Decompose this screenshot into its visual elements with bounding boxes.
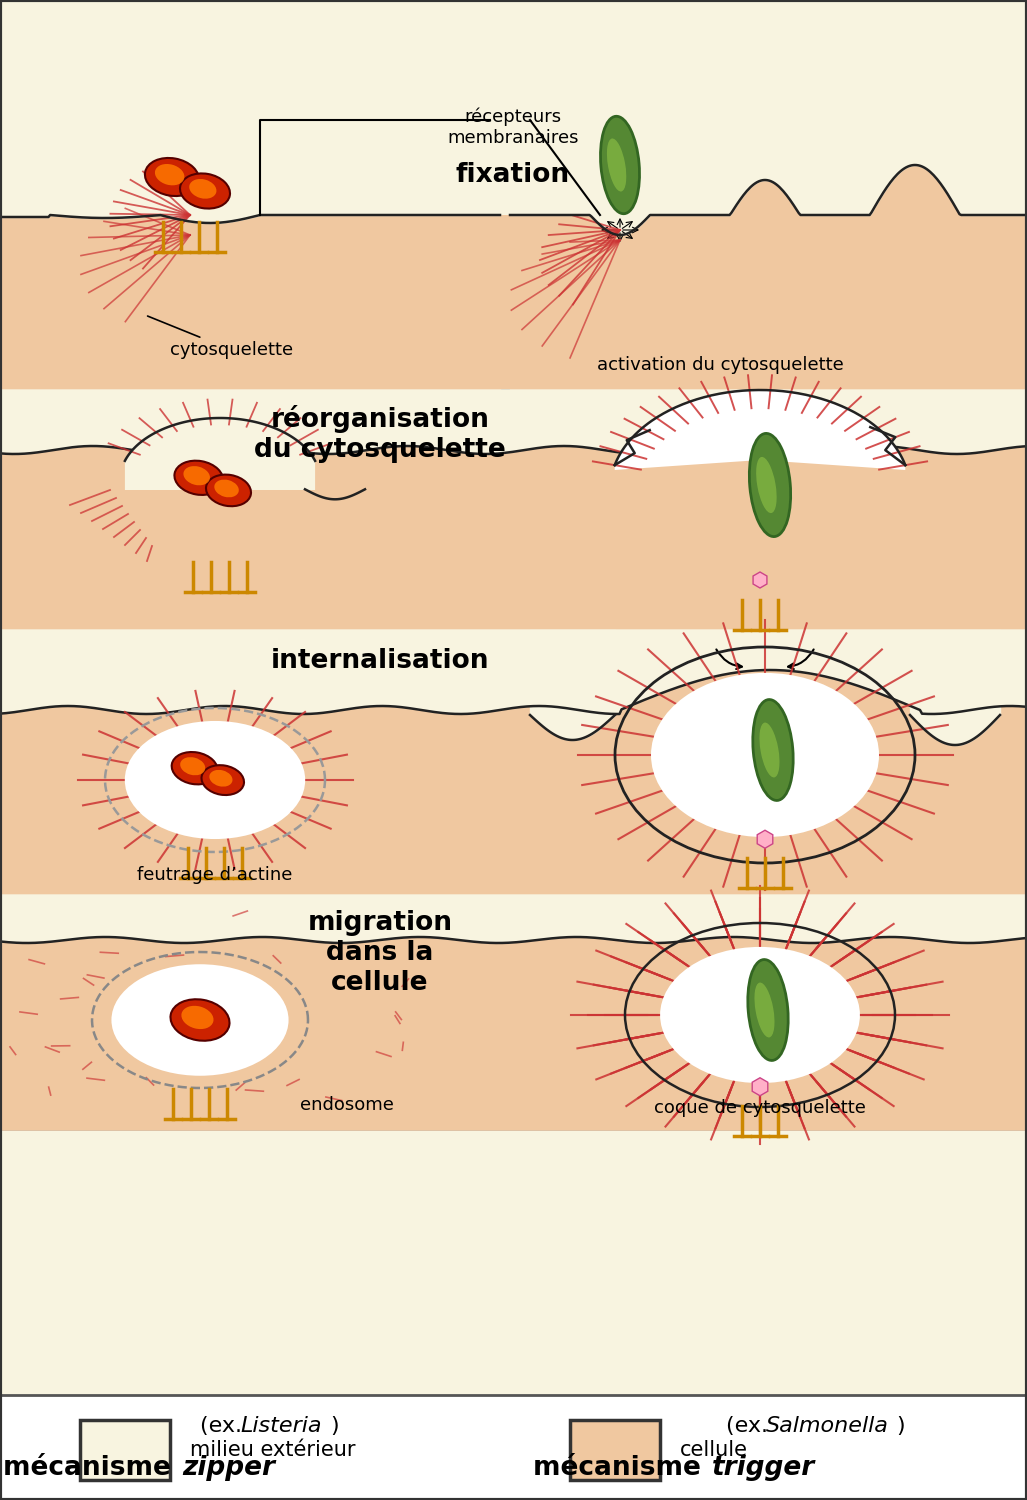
Bar	[0, 1395, 1027, 1500]
Ellipse shape	[184, 466, 210, 486]
Ellipse shape	[125, 722, 305, 839]
Text: Listeria: Listeria	[240, 1416, 321, 1436]
Bar	[0, 450, 1027, 630]
Text: internalisation: internalisation	[271, 648, 489, 674]
Text: coque de cytosquelette: coque de cytosquelette	[654, 1100, 866, 1118]
Text: zipper: zipper	[182, 1455, 275, 1480]
Text: cytosquelette: cytosquelette	[148, 316, 293, 358]
Ellipse shape	[748, 960, 788, 1060]
Ellipse shape	[607, 138, 626, 192]
Text: Salmonella: Salmonella	[766, 1416, 889, 1436]
Text: ): )	[896, 1416, 905, 1436]
Ellipse shape	[750, 433, 791, 537]
Bar	[80, 1420, 170, 1480]
Ellipse shape	[182, 1007, 214, 1029]
Ellipse shape	[172, 752, 218, 784]
Ellipse shape	[759, 723, 779, 777]
Ellipse shape	[180, 174, 230, 208]
Text: réorganisation
du cytosquelette: réorganisation du cytosquelette	[254, 405, 506, 464]
Ellipse shape	[601, 117, 640, 213]
Text: endosome: endosome	[300, 1096, 394, 1114]
Polygon shape	[125, 419, 315, 491]
Text: (ex.: (ex.	[200, 1416, 250, 1436]
Text: feutrage d’actine: feutrage d’actine	[138, 865, 293, 883]
Ellipse shape	[215, 480, 239, 498]
Ellipse shape	[753, 699, 793, 801]
Ellipse shape	[206, 474, 251, 506]
Ellipse shape	[155, 164, 185, 186]
Text: trigger: trigger	[712, 1455, 815, 1480]
Polygon shape	[615, 390, 905, 470]
Text: cellule: cellule	[680, 1440, 748, 1460]
Ellipse shape	[651, 674, 879, 837]
Text: (ex.: (ex.	[726, 1416, 775, 1436]
Text: ): )	[330, 1416, 339, 1436]
Ellipse shape	[180, 758, 205, 776]
Bar	[0, 214, 1027, 390]
Ellipse shape	[145, 158, 199, 196]
Ellipse shape	[112, 964, 289, 1076]
Text: milieu extérieur: milieu extérieur	[190, 1440, 355, 1460]
Bar	[0, 940, 1027, 1130]
Ellipse shape	[756, 458, 776, 513]
Ellipse shape	[210, 770, 232, 786]
Ellipse shape	[660, 946, 860, 1083]
Ellipse shape	[170, 999, 229, 1041]
Ellipse shape	[755, 982, 774, 1038]
Ellipse shape	[201, 765, 244, 795]
Text: mécanisme: mécanisme	[533, 1455, 710, 1480]
Ellipse shape	[189, 178, 217, 198]
Text: activation du cytosquelette: activation du cytosquelette	[597, 356, 843, 374]
Bar	[0, 710, 1027, 896]
Text: mécanisme: mécanisme	[3, 1455, 180, 1480]
Text: récepteurs
membranaires: récepteurs membranaires	[447, 108, 579, 147]
Text: migration
dans la
cellule: migration dans la cellule	[307, 910, 453, 996]
Bar	[570, 1420, 660, 1480]
Ellipse shape	[175, 460, 223, 495]
Text: fixation: fixation	[456, 162, 570, 188]
